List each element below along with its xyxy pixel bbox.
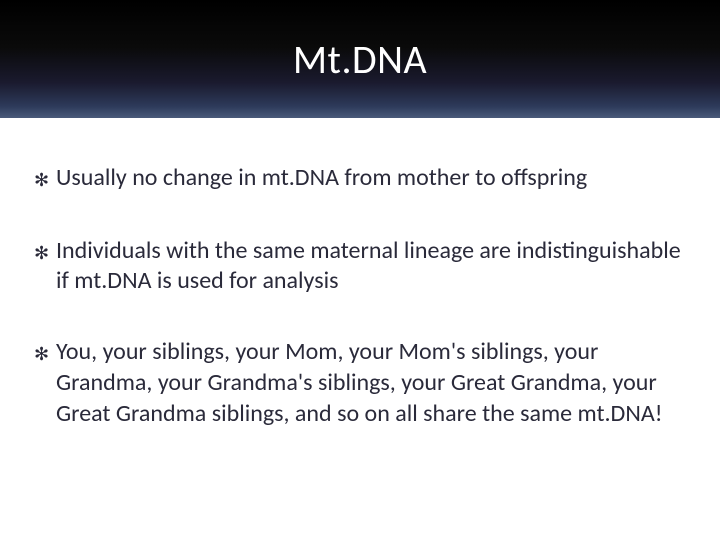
bullet-item: ✻ You, your siblings, your Mom, your Mom… [34, 337, 686, 429]
bullet-text: Usually no change in mt.DNA from mother … [56, 163, 686, 194]
slide-title: Mt.DNA [293, 35, 427, 84]
bullet-text: Individuals with the same maternal linea… [56, 236, 686, 297]
bullet-text: You, your siblings, your Mom, your Mom's… [56, 337, 686, 429]
bullet-item: ✻ Individuals with the same maternal lin… [34, 236, 686, 297]
bullet-marker-icon: ✻ [34, 171, 48, 189]
bullet-marker-icon: ✻ [34, 244, 48, 262]
slide-body: ✻ Usually no change in mt.DNA from mothe… [0, 118, 720, 429]
bullet-item: ✻ Usually no change in mt.DNA from mothe… [34, 163, 686, 194]
bullet-marker-icon: ✻ [34, 345, 48, 363]
slide-header: Mt.DNA [0, 0, 720, 118]
